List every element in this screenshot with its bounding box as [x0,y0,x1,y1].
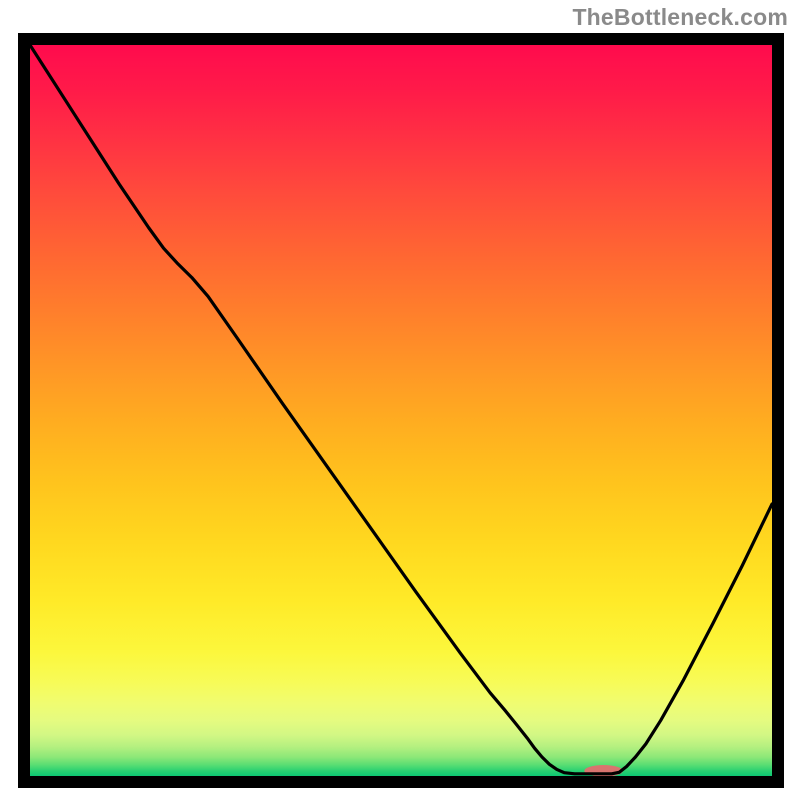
plot-area [30,45,772,776]
figure-container: TheBottleneck.com [0,0,800,800]
plot-svg [30,45,772,776]
gradient-background [30,45,772,776]
watermark-text: TheBottleneck.com [572,4,788,31]
